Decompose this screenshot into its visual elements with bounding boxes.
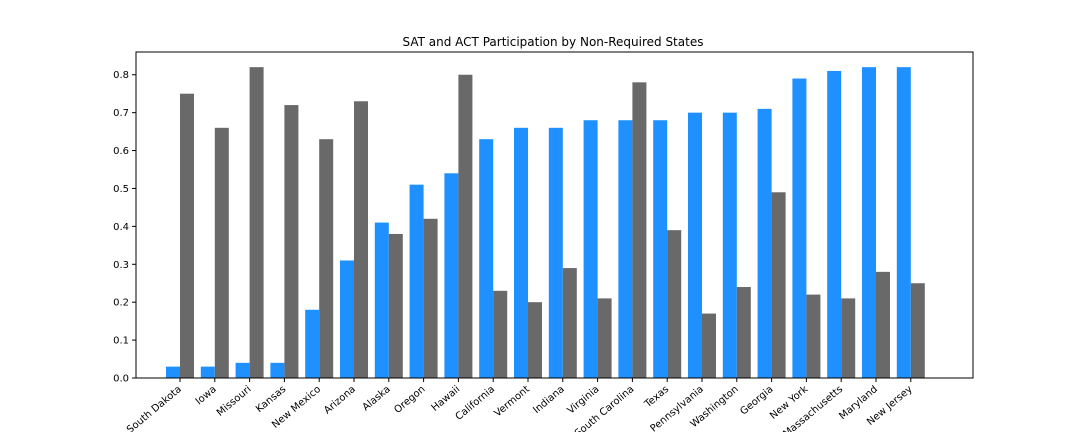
y-axis: 0.0 0.1 0.2 0.3 0.4 0.5 0.6 0.7 0.8 xyxy=(113,70,136,385)
bar-act-1 xyxy=(214,127,229,378)
bar-sat-9 xyxy=(479,139,494,378)
bar-sat-1 xyxy=(200,366,215,378)
bar-act-8 xyxy=(458,74,473,379)
bar-act-0 xyxy=(180,93,194,378)
bar-act-16 xyxy=(736,287,751,378)
x-tick-label-8: Hawaii xyxy=(430,384,463,414)
bar-act-19 xyxy=(841,298,856,378)
x-tick-label-7: Oregon xyxy=(392,384,427,416)
bar-act-20 xyxy=(876,271,890,378)
bar-sat-4 xyxy=(305,309,320,378)
bar-act-11 xyxy=(562,268,577,378)
y-tick-label-2: 0.2 xyxy=(113,298,129,309)
bar-act-7 xyxy=(423,218,438,378)
y-tick-label-1: 0.1 xyxy=(113,336,129,347)
x-tick-label-9: California xyxy=(454,384,497,423)
bar-act-10 xyxy=(528,302,542,378)
bar-act-13 xyxy=(632,82,647,378)
bar-act-12 xyxy=(597,298,612,378)
y-tick-label-3: 0.3 xyxy=(113,260,129,271)
bar-sat-13 xyxy=(618,120,633,378)
y-tick-label-6: 0.6 xyxy=(113,146,129,157)
bar-sat-17 xyxy=(757,108,772,379)
y-tick-label-5: 0.5 xyxy=(113,184,129,195)
bar-sat-2 xyxy=(235,362,250,378)
bar-sat-20 xyxy=(862,67,876,378)
x-tick-label-0: South Dakota xyxy=(125,384,184,432)
x-tick-label-2: Missouri xyxy=(215,384,254,419)
bar-sat-11 xyxy=(548,127,563,378)
bar-sat-10 xyxy=(514,127,528,378)
bar-sat-7 xyxy=(409,184,424,378)
x-tick-label-1: Iowa xyxy=(194,384,219,407)
bar-sat-16 xyxy=(722,112,737,379)
bar-act-3 xyxy=(284,105,299,378)
y-tick-label-4: 0.4 xyxy=(113,222,129,233)
y-tick-label-0: 0.0 xyxy=(113,374,129,385)
bar-sat-14 xyxy=(653,120,668,378)
bar-act-21 xyxy=(910,283,925,378)
bar-sat-6 xyxy=(374,222,389,378)
bar-sat-18 xyxy=(792,78,807,378)
bar-act-2 xyxy=(249,67,264,378)
bar-sat-5 xyxy=(340,260,354,378)
x-tick-label-10: Vermont xyxy=(492,384,532,420)
bar-act-18 xyxy=(806,294,821,378)
bar-act-4 xyxy=(319,139,334,378)
bar-act-5 xyxy=(354,101,368,378)
x-tick-label-14: Texas xyxy=(642,384,671,411)
x-tick-label-6: Alaska xyxy=(361,384,393,413)
bar-act-17 xyxy=(771,192,786,378)
bar-sat-0 xyxy=(166,366,180,378)
bars-group xyxy=(166,67,925,379)
bar-sat-21 xyxy=(896,67,911,378)
bar-sat-8 xyxy=(444,173,459,378)
x-tick-label-5: Arizona xyxy=(322,384,358,417)
bar-act-14 xyxy=(667,230,682,378)
chart-title: SAT and ACT Participation by Non-Require… xyxy=(403,35,704,49)
bar-sat-3 xyxy=(270,362,285,378)
bar-sat-19 xyxy=(827,70,842,378)
y-tick-label-8: 0.8 xyxy=(113,70,129,81)
plot-frame xyxy=(135,51,974,379)
bar-act-6 xyxy=(388,233,403,378)
bar-act-15 xyxy=(702,313,716,378)
bar-act-9 xyxy=(493,290,508,378)
x-tick-label-11: Indiana xyxy=(531,384,566,416)
bar-sat-12 xyxy=(583,120,598,378)
bar-sat-15 xyxy=(688,112,702,379)
y-tick-label-7: 0.7 xyxy=(113,108,129,119)
